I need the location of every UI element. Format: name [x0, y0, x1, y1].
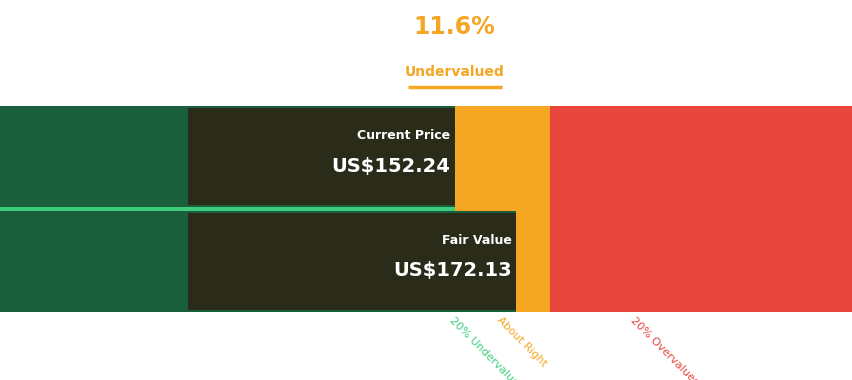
Bar	[454, 106, 550, 312]
Text: Current Price: Current Price	[357, 129, 450, 142]
Text: Fair Value: Fair Value	[441, 234, 511, 247]
Text: 11.6%: 11.6%	[413, 15, 495, 39]
Bar	[0, 106, 454, 207]
Text: Undervalued: Undervalued	[405, 65, 504, 79]
Text: US$152.24: US$152.24	[331, 157, 450, 176]
Bar	[0, 211, 515, 312]
Text: About Right: About Right	[495, 315, 549, 369]
Text: 20% Undervalued: 20% Undervalued	[447, 315, 525, 380]
Bar	[0, 106, 454, 312]
Bar	[187, 213, 515, 310]
Text: 20% Overvalued: 20% Overvalued	[628, 315, 700, 380]
Text: US$172.13: US$172.13	[393, 261, 511, 280]
Bar	[187, 108, 454, 205]
Bar	[550, 106, 852, 312]
